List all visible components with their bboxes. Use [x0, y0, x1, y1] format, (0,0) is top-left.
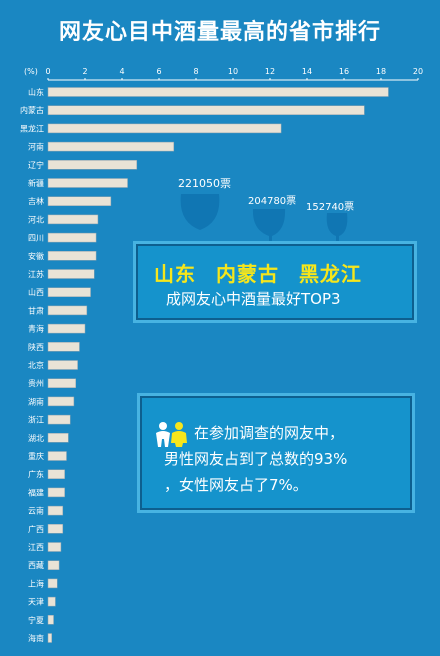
bar [47, 287, 91, 297]
category-label: 宁夏 [28, 615, 44, 625]
category-label: 辽宁 [28, 160, 44, 170]
category-label: 海南 [28, 633, 44, 643]
bar [47, 633, 52, 643]
category-label: 陕西 [28, 342, 44, 352]
gender-callout: 在参加调查的网友中， 男性网友占到了总数的93% ，女性网友占了7%。 [140, 396, 412, 510]
category-label: 湖北 [28, 434, 44, 443]
category-label: 贵州 [28, 378, 44, 388]
category-label: 西藏 [28, 560, 44, 570]
x-tick-label: 14 [302, 67, 312, 76]
bar [47, 269, 95, 279]
glass-votes-1: 221050票 [178, 177, 231, 190]
top3-subtitle: 成网友心中酒量最好TOP3 [166, 290, 341, 308]
bar [47, 578, 58, 589]
top3-callout: 山东 内蒙古 黑龙江 成网友心中酒量最好TOP3 [136, 244, 414, 320]
bar [47, 560, 60, 570]
category-label: 河南 [28, 142, 44, 152]
glass-icon-medium [252, 209, 286, 258]
top3-name-3: 黑龙江 [298, 262, 362, 286]
category-label: 上海 [28, 578, 44, 588]
category-label: 山东 [28, 87, 44, 97]
bar [47, 524, 64, 534]
category-label: 青海 [28, 324, 44, 334]
gender-line-1: 在参加调查的网友中， [194, 424, 345, 442]
x-tick-label: 12 [265, 67, 275, 76]
gender-line-3: ，女性网友占了7%。 [164, 476, 308, 494]
category-label: 云南 [28, 506, 44, 516]
category-label: 天津 [28, 597, 44, 607]
bar [47, 414, 71, 425]
bar [47, 360, 78, 370]
bar [47, 542, 62, 552]
top3-name-1: 山东 [154, 262, 196, 286]
bar [47, 141, 175, 152]
bar [47, 615, 54, 625]
glass-votes-3: 152740票 [306, 201, 354, 213]
top3-name-2: 内蒙古 [215, 262, 279, 286]
bar [47, 214, 99, 225]
category-label: 广西 [28, 524, 44, 534]
bar [47, 396, 75, 407]
category-label: 四川 [28, 234, 44, 243]
bar [47, 251, 97, 261]
bars [47, 87, 389, 643]
unit-label: (%) [24, 67, 38, 76]
x-tick-label: 20 [413, 67, 423, 76]
bar [47, 160, 138, 170]
category-label: 吉林 [28, 196, 44, 206]
bar [47, 451, 67, 461]
bar [47, 196, 112, 206]
bar [47, 487, 65, 498]
x-tick-label: 6 [156, 67, 161, 76]
category-label: 山西 [28, 287, 44, 297]
category-label: 广东 [28, 469, 44, 479]
x-tick-label: 2 [82, 67, 87, 76]
bar [47, 596, 56, 607]
bar [47, 123, 282, 134]
category-label: 甘肃 [28, 305, 44, 315]
couple-icon [156, 422, 187, 447]
category-label: 江西 [28, 543, 44, 552]
bar [47, 505, 64, 516]
category-label: 江苏 [28, 269, 44, 279]
category-label: 黑龙江 [20, 123, 44, 133]
bar [47, 433, 69, 443]
x-tick-label: 4 [119, 67, 124, 76]
x-tick-label: 0 [45, 67, 50, 76]
bar [47, 232, 97, 243]
category-label: 安徽 [28, 251, 44, 261]
glass-icon-large [180, 194, 220, 262]
bar [47, 87, 389, 97]
top3-names: 山东 内蒙古 黑龙江 [154, 258, 374, 287]
x-tick-label: 8 [193, 67, 198, 76]
category-label: 新疆 [28, 178, 44, 188]
bar [47, 342, 80, 352]
category-label: 内蒙古 [20, 105, 44, 115]
bar [47, 178, 128, 188]
bar [47, 323, 86, 334]
glass-icon-small [326, 213, 348, 255]
category-label: 重庆 [28, 451, 44, 461]
category-labels: 山东内蒙古黑龙江河南辽宁新疆吉林河北四川安徽江苏山西甘肃青海陕西北京贵州湖南浙江… [20, 87, 44, 643]
x-tick-label: 16 [339, 67, 349, 76]
bar [47, 305, 88, 316]
gender-line-2: 男性网友占到了总数的93% [164, 450, 348, 468]
x-tick-label: 18 [376, 67, 386, 76]
glass-votes-2: 204780票 [248, 195, 296, 207]
category-label: 河北 [28, 214, 44, 224]
category-label: 湖南 [28, 396, 44, 406]
bar [47, 469, 65, 479]
bar [47, 378, 76, 388]
page-title: 网友心目中酒量最高的省市排行 [58, 20, 381, 45]
x-tick-label: 10 [228, 67, 238, 76]
category-label: 浙江 [28, 415, 44, 425]
category-label: 福建 [28, 487, 44, 497]
category-label: 北京 [28, 360, 44, 370]
x-axis: 0 2 4 6 8 10 12 14 16 18 20 [45, 67, 423, 81]
bar [47, 105, 365, 115]
